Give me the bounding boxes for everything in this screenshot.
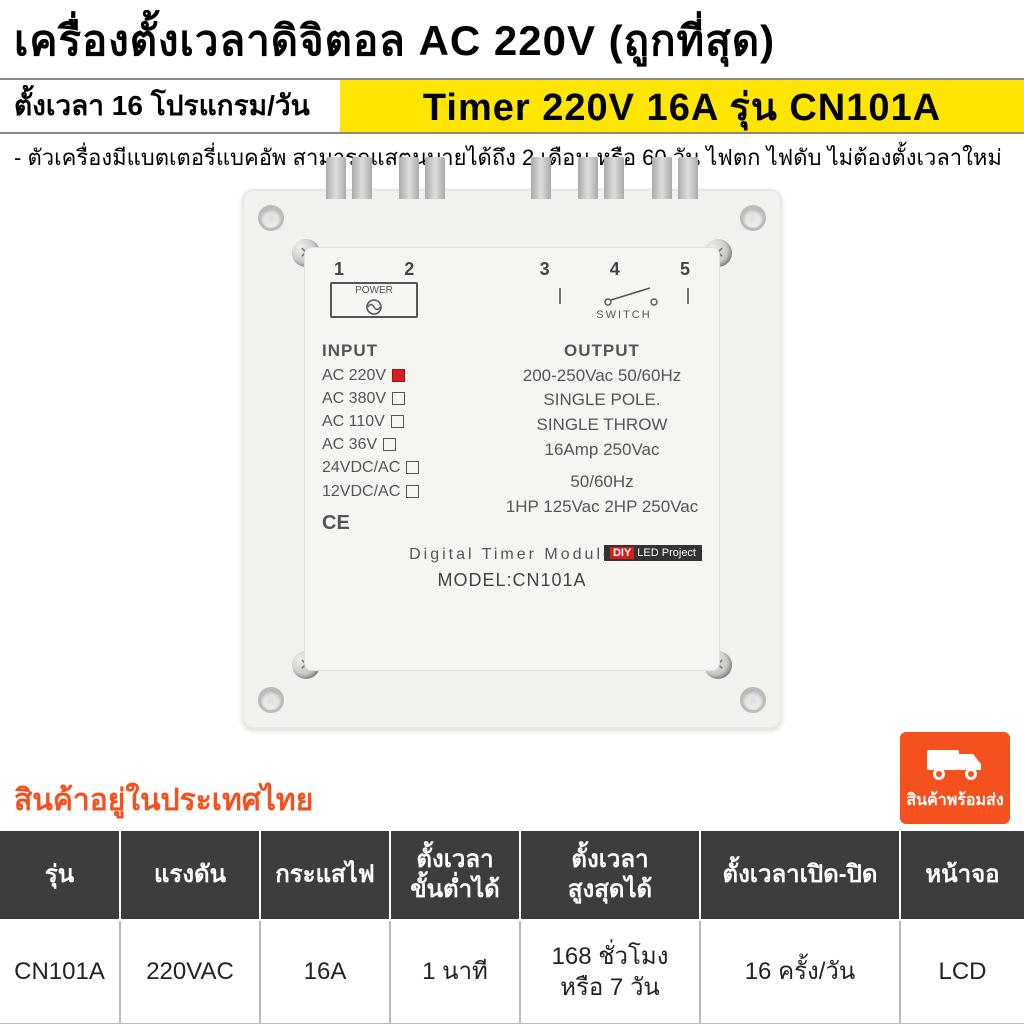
sub-left-label: ตั้งเวลา 16 โปรแกรม/วัน <box>0 80 340 132</box>
checkbox-icon <box>391 415 404 428</box>
pin-num: 2 <box>404 259 414 280</box>
spec-header-cell: หน้าจอ <box>900 830 1024 920</box>
spec-header-cell: แรงดัน <box>120 830 260 920</box>
spec-value-cell: CN101A <box>0 920 120 1024</box>
device-body: 1 2 . 3 4 5 POWER <box>242 189 782 729</box>
pin-num: 5 <box>680 259 690 280</box>
input-block: INPUT AC 220VAC 380VAC 110VAC 36V24VDC/A… <box>322 339 472 538</box>
spec-value-cell: 16 ครั้ง/วัน <box>700 920 900 1024</box>
terminal-row <box>242 157 782 199</box>
spec-value-cell: LCD <box>900 920 1024 1024</box>
output-line: 50/60Hz <box>502 470 702 495</box>
checkbox-icon <box>392 369 405 382</box>
input-option: AC 110V <box>322 410 472 433</box>
spec-value-cell: 168 ชั่วโมงหรือ 7 วัน <box>520 920 700 1024</box>
output-line: SINGLE THROW <box>502 413 702 438</box>
switch-diagram: SWITCH <box>554 282 694 321</box>
input-option: AC 36V <box>322 433 472 456</box>
spec-header-cell: ตั้งเวลาขั้นต่ำได้ <box>390 830 520 920</box>
sub-right-banner: Timer 220V 16A รุ่น CN101A <box>340 80 1024 132</box>
pin-num: 3 <box>540 259 550 280</box>
input-option: 12VDC/AC <box>322 480 472 503</box>
spec-table: รุ่นแรงดันกระแสไฟตั้งเวลาขั้นต่ำได้ตั้งเ… <box>0 829 1024 1024</box>
mount-hole-icon <box>258 205 284 231</box>
spec-header-cell: ตั้งเวลาสูงสุดได้ <box>520 830 700 920</box>
ce-mark: CE <box>322 509 472 538</box>
output-line: SINGLE POLE. <box>502 388 702 413</box>
model-line: MODEL:CN101A <box>322 570 702 591</box>
product-image-area: 1 2 . 3 4 5 POWER <box>0 179 1024 737</box>
mount-hole-icon <box>258 687 284 713</box>
page-title: เครื่องตั้งเวลาดิจิตอล AC 220V (ถูกที่สุ… <box>0 0 1024 78</box>
in-stock-label: สินค้าอยู่ในประเทศไทย <box>14 777 313 824</box>
power-diagram: POWER <box>330 282 418 318</box>
pin-num: 1 <box>334 259 344 280</box>
truck-icon <box>923 742 987 782</box>
pin-num: 4 <box>610 259 620 280</box>
input-option: 24VDC/AC <box>322 456 472 479</box>
output-block: OUTPUT 200-250Vac 50/60HzSINGLE POLE.SIN… <box>502 339 702 538</box>
output-line: 200-250Vac 50/60Hz <box>502 364 702 389</box>
input-option: AC 220V <box>322 364 472 387</box>
spec-header-cell: รุ่น <box>0 830 120 920</box>
mount-hole-icon <box>740 205 766 231</box>
output-line: 16Amp 250Vac <box>502 438 702 463</box>
spec-value-cell: 220VAC <box>120 920 260 1024</box>
checkbox-icon <box>392 392 405 405</box>
spec-header-cell: ตั้งเวลาเปิด-ปิด <box>700 830 900 920</box>
input-option: AC 380V <box>322 387 472 410</box>
sub-header-row: ตั้งเวลา 16 โปรแกรม/วัน Timer 220V 16A ร… <box>0 78 1024 134</box>
ship-badge: สินค้าพร้อมส่ง <box>900 732 1010 824</box>
spec-header-cell: กระแสไฟ <box>260 830 390 920</box>
spec-value-cell: 1 นาที <box>390 920 520 1024</box>
checkbox-icon <box>383 438 396 451</box>
watermark-badge: DIY LED Project <box>604 545 702 561</box>
checkbox-icon <box>406 485 419 498</box>
device-label-panel: 1 2 . 3 4 5 POWER <box>304 247 720 671</box>
spec-value-cell: 16A <box>260 920 390 1024</box>
output-line: 1HP 125Vac 2HP 250Vac <box>502 495 702 520</box>
mount-hole-icon <box>740 687 766 713</box>
checkbox-icon <box>406 461 419 474</box>
